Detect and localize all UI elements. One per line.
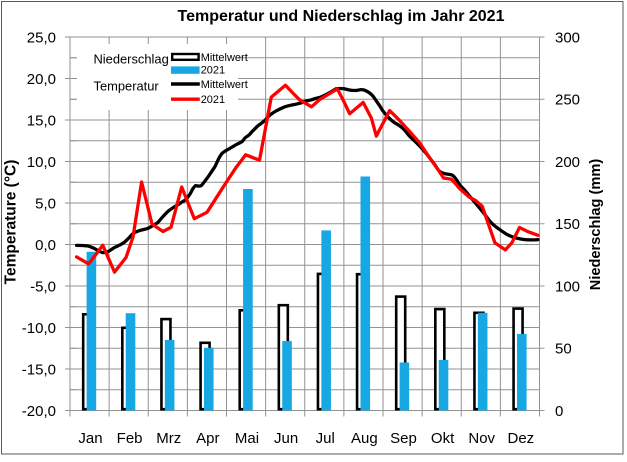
- svg-text:Mittelwert: Mittelwert: [201, 52, 248, 64]
- svg-text:-20,0: -20,0: [22, 403, 56, 420]
- svg-text:250: 250: [555, 92, 580, 109]
- svg-text:15,0: 15,0: [27, 112, 56, 129]
- svg-text:Mai: Mai: [235, 430, 259, 447]
- svg-text:Mittelwert: Mittelwert: [201, 79, 248, 91]
- svg-text:Jan: Jan: [78, 430, 102, 447]
- svg-text:Sep: Sep: [390, 430, 417, 447]
- svg-text:Jul: Jul: [316, 430, 335, 447]
- svg-text:Okt: Okt: [431, 430, 455, 447]
- svg-text:200: 200: [555, 154, 580, 171]
- svg-text:Temperatur: Temperatur: [94, 78, 160, 93]
- svg-text:Aug: Aug: [351, 430, 378, 447]
- svg-text:Feb: Feb: [117, 430, 143, 447]
- svg-text:Niederschlag: Niederschlag: [94, 52, 169, 67]
- svg-text:Temperature (°C): Temperature (°C): [3, 160, 20, 285]
- svg-text:150: 150: [555, 216, 580, 233]
- svg-text:2021: 2021: [201, 94, 225, 106]
- svg-text:20,0: 20,0: [27, 71, 56, 88]
- svg-text:-5,0: -5,0: [30, 278, 56, 295]
- svg-text:Mrz: Mrz: [156, 430, 181, 447]
- svg-text:25,0: 25,0: [27, 29, 56, 46]
- svg-text:2021: 2021: [201, 65, 225, 77]
- svg-text:100: 100: [555, 278, 580, 295]
- svg-text:Apr: Apr: [196, 430, 219, 447]
- svg-text:Dez: Dez: [507, 430, 534, 447]
- svg-text:5,0: 5,0: [35, 195, 56, 212]
- svg-text:0,0: 0,0: [35, 237, 56, 254]
- svg-text:50: 50: [555, 341, 572, 358]
- svg-text:-15,0: -15,0: [22, 361, 56, 378]
- svg-text:-10,0: -10,0: [22, 320, 56, 337]
- svg-text:Jun: Jun: [274, 430, 298, 447]
- svg-text:Temperatur und Niederschlag im: Temperatur und Niederschlag im Jahr 2021: [178, 8, 505, 25]
- svg-text:Niederschlag (mm): Niederschlag (mm): [588, 159, 604, 291]
- svg-text:10,0: 10,0: [27, 154, 56, 171]
- svg-text:0: 0: [555, 403, 563, 420]
- svg-text:Nov: Nov: [468, 430, 495, 447]
- svg-text:300: 300: [555, 29, 580, 46]
